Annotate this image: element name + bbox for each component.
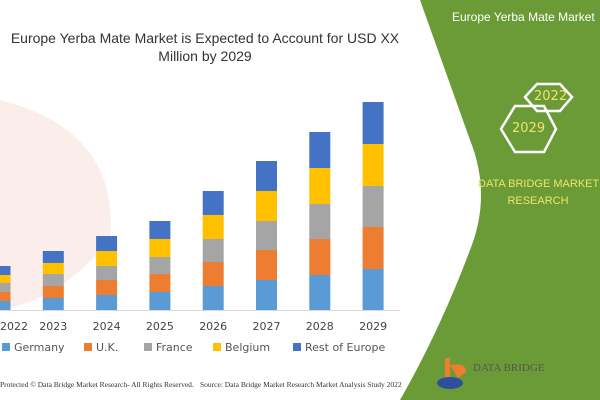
legend-swatch xyxy=(213,343,221,351)
bar-2029-germany xyxy=(362,269,384,310)
bar-2023-u-k- xyxy=(42,286,64,298)
bar-2026-belgium xyxy=(202,215,224,239)
logo-text: DATA BRIDGE xyxy=(473,362,545,374)
bar-2027-france xyxy=(256,221,277,250)
bar-2026-u-k- xyxy=(202,262,224,286)
bar-2027-rest-of-europe xyxy=(256,161,277,191)
bar-2025-france xyxy=(149,257,171,274)
watermark-logo xyxy=(0,100,111,310)
bar-2024-france xyxy=(96,266,118,280)
legend-swatch xyxy=(293,343,301,351)
hexagon-2029 xyxy=(499,104,558,154)
x-tick-label: 2026 xyxy=(199,320,227,333)
bar-2028-rest-of-europe xyxy=(309,132,331,168)
legend-swatch xyxy=(84,343,92,351)
bar-2028-u-k- xyxy=(309,239,331,275)
bar-2027-u-k- xyxy=(256,250,277,280)
bar-2029-france xyxy=(362,186,384,227)
green-side-panel xyxy=(400,0,600,400)
x-tick-label: 2029 xyxy=(359,320,387,333)
brand-line2: RESEARCH xyxy=(507,195,569,207)
legend-label: Germany xyxy=(14,341,65,354)
bar-2027-belgium xyxy=(256,191,277,221)
bar-2022-rest-of-europe xyxy=(0,266,11,275)
chart-title: Europe Yerba Mate Market is Expected to … xyxy=(0,29,410,65)
legend-swatch xyxy=(144,343,152,351)
legend-item-rest-of-europe: Rest of Europe xyxy=(293,341,385,354)
legend-label: Rest of Europe xyxy=(305,341,386,354)
x-tick-label: 2024 xyxy=(93,320,121,333)
bar-2023-germany xyxy=(42,298,64,310)
footer-source: Source: Data Bridge Market Research Mark… xyxy=(200,380,402,389)
legend-item-u-k-: U.K. xyxy=(84,341,118,354)
bar-2028-belgium xyxy=(309,168,331,204)
hexagon-2022 xyxy=(523,82,574,113)
bar-2023-rest-of-europe xyxy=(42,251,64,263)
legend: Germany U.K. France Belgium Rest of Europe xyxy=(0,341,400,355)
bar-2029-belgium xyxy=(362,144,384,186)
panel-title: Europe Yerba Mate Market xyxy=(452,10,595,24)
x-tick-label: 2025 xyxy=(146,320,174,333)
x-tick-label: 2028 xyxy=(306,320,334,333)
legend-label: France xyxy=(156,341,193,354)
legend-swatch xyxy=(2,343,10,351)
bar-2023-france xyxy=(42,274,64,286)
bar-2026-france xyxy=(202,239,224,262)
x-tick-label: 2023 xyxy=(39,320,67,333)
bar-2028-france xyxy=(309,204,331,239)
chart-title-line2: Million by 2029 xyxy=(158,48,252,64)
bar-2025-belgium xyxy=(149,239,171,257)
bar-2022-u-k- xyxy=(0,292,11,301)
chart-title-line1: Europe Yerba Mate Market is Expected to … xyxy=(10,30,400,46)
bar-2022-france xyxy=(0,283,11,292)
bar-2024-germany xyxy=(96,295,118,310)
bar-2022-belgium xyxy=(0,275,11,283)
bar-2025-germany xyxy=(149,292,171,310)
logo-icon xyxy=(437,358,466,389)
bar-2025-rest-of-europe xyxy=(149,221,171,239)
bar-2027-germany xyxy=(256,280,277,310)
brand-text: DATA BRIDGE MARKET RESEARCH xyxy=(478,176,600,210)
hex-label-2029: 2029 xyxy=(512,121,546,136)
bar-2028-germany xyxy=(309,275,331,310)
bar-2024-u-k- xyxy=(96,280,118,295)
bar-2026-germany xyxy=(202,286,224,310)
bar-2022-germany xyxy=(0,301,11,310)
bar-2024-belgium xyxy=(96,251,118,266)
legend-label: U.K. xyxy=(96,341,119,354)
bar-2024-rest-of-europe xyxy=(96,236,118,251)
bar-2025-u-k- xyxy=(149,274,171,292)
bar-2029-rest-of-europe xyxy=(362,102,384,144)
x-tick-label: 2027 xyxy=(253,320,281,333)
legend-label: Belgium xyxy=(225,341,271,354)
legend-item-germany: Germany xyxy=(2,341,65,354)
stacked-bar-chart: 2022 2023 2024 2025 2026 2027 2028 2029 xyxy=(0,102,400,333)
x-tick-label: 2022 xyxy=(0,320,28,333)
brand-line1: DATA BRIDGE MARKET xyxy=(478,178,600,190)
legend-item-belgium: Belgium xyxy=(213,341,270,354)
footer-copyright: Protected © Data Bridge Market Research-… xyxy=(0,380,194,389)
hex-label-2022: 2022 xyxy=(534,89,568,104)
bar-2029-u-k- xyxy=(362,227,384,269)
bar-2026-rest-of-europe xyxy=(202,191,224,215)
bar-2023-belgium xyxy=(42,263,64,274)
legend-item-france: France xyxy=(144,341,193,354)
